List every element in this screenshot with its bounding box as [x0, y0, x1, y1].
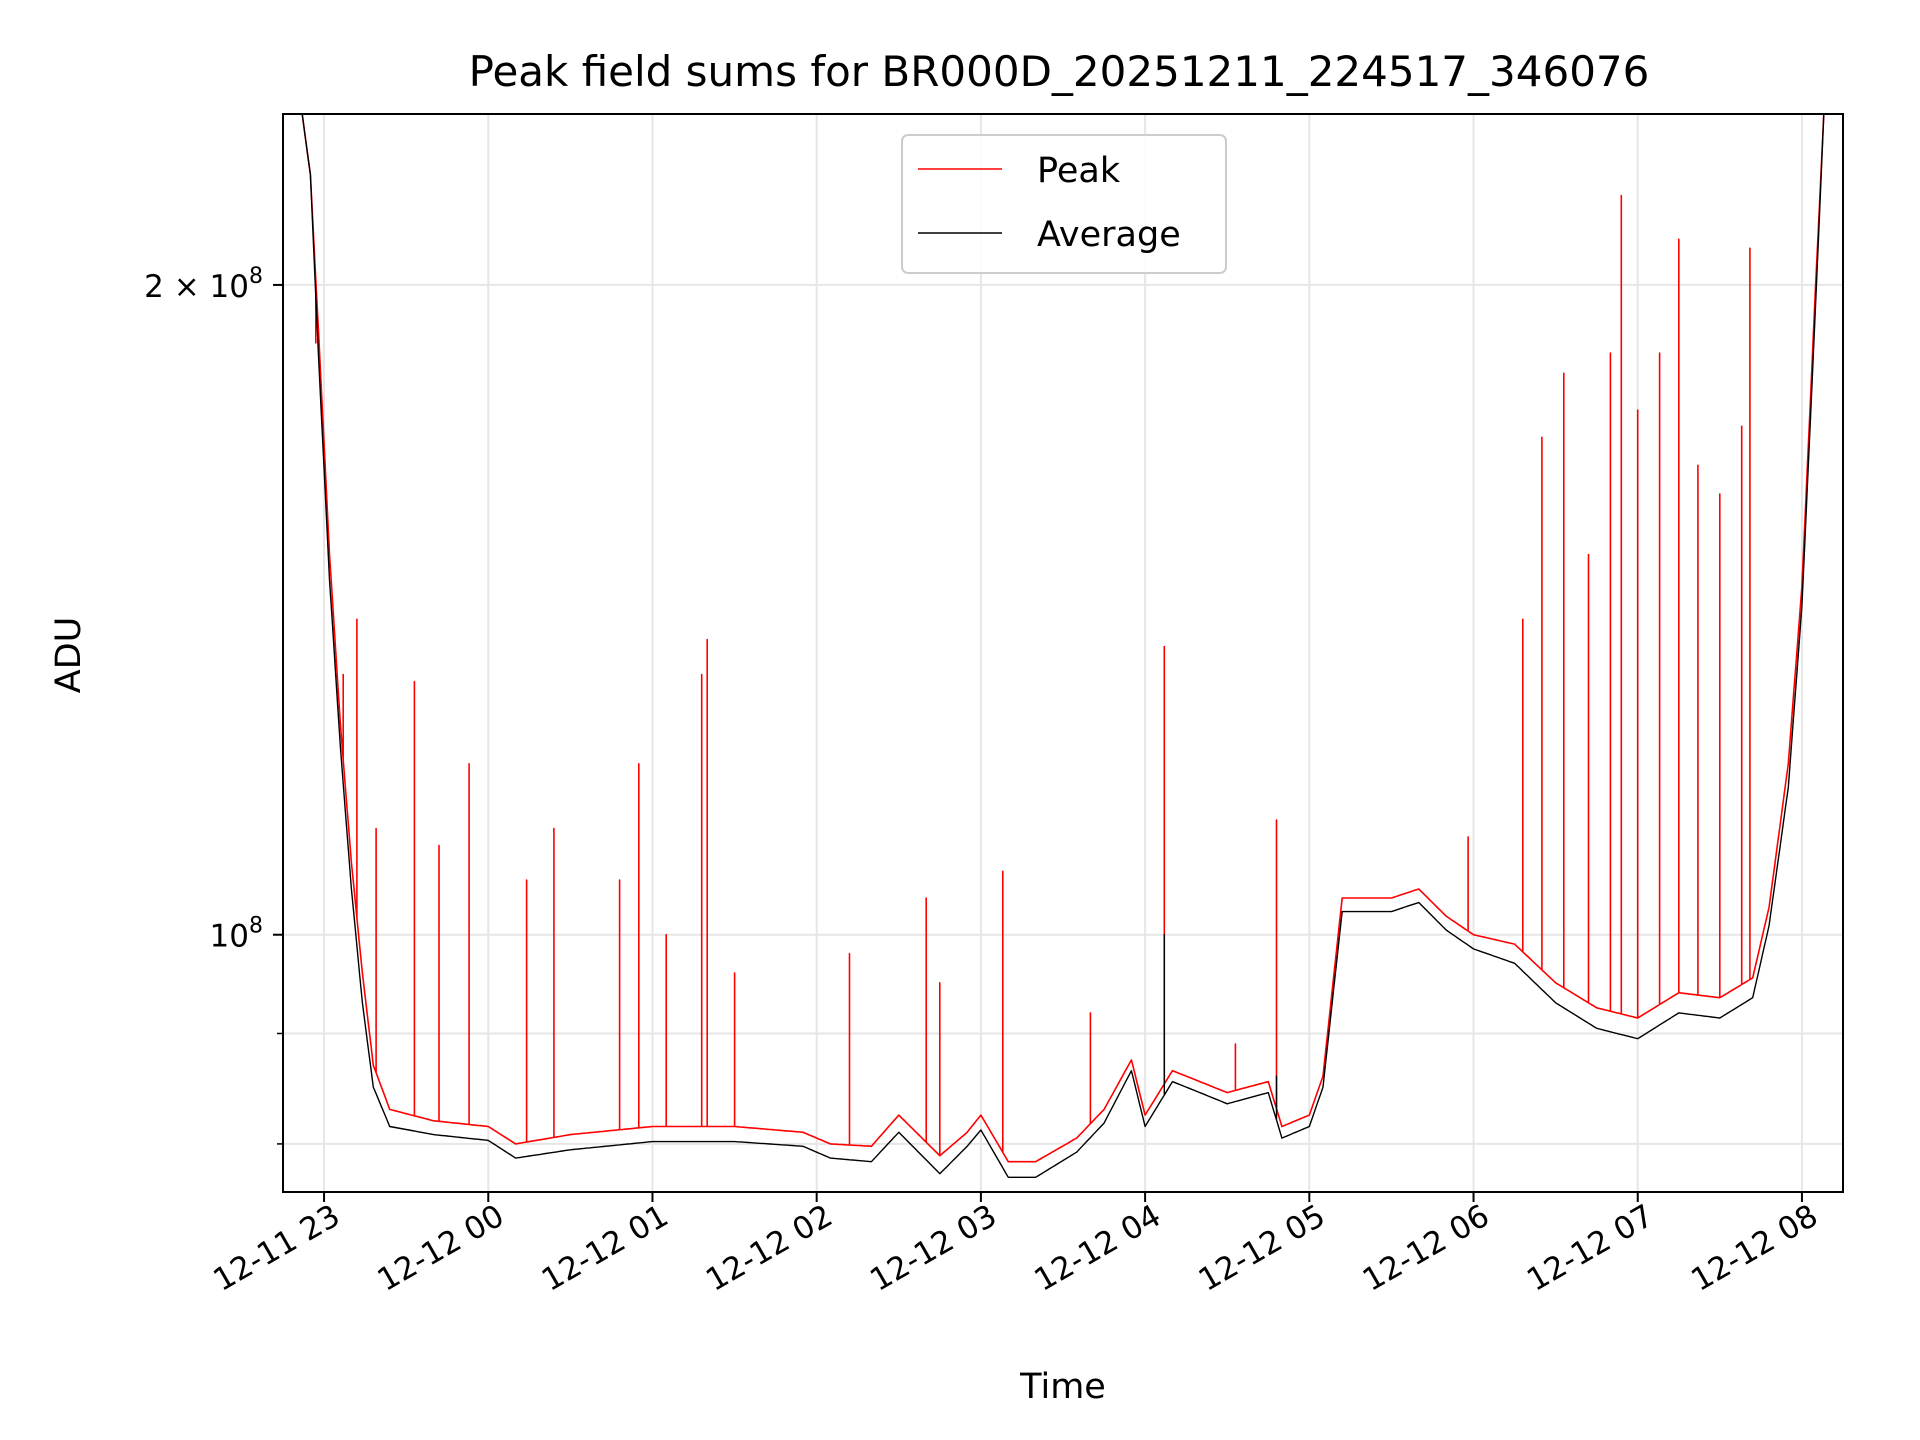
- y-tick-label: 2 × 108: [144, 264, 263, 305]
- legend-label-average: Average: [1037, 215, 1181, 255]
- series-layer: [301, 114, 1825, 1178]
- series-line-peak: [301, 114, 1825, 1163]
- legend-label-peak: Peak: [1037, 151, 1121, 191]
- legend: Peak Average: [901, 134, 1227, 274]
- grid-lines: [283, 114, 1843, 1192]
- y-axis-label: ADU: [49, 617, 89, 694]
- series-line-average: [301, 114, 1825, 1178]
- x-axis-label: Time: [1019, 1367, 1106, 1407]
- chart-title: Peak field sums for BR000D_20251211_2245…: [469, 47, 1650, 96]
- plot-frame: [282, 113, 1844, 1193]
